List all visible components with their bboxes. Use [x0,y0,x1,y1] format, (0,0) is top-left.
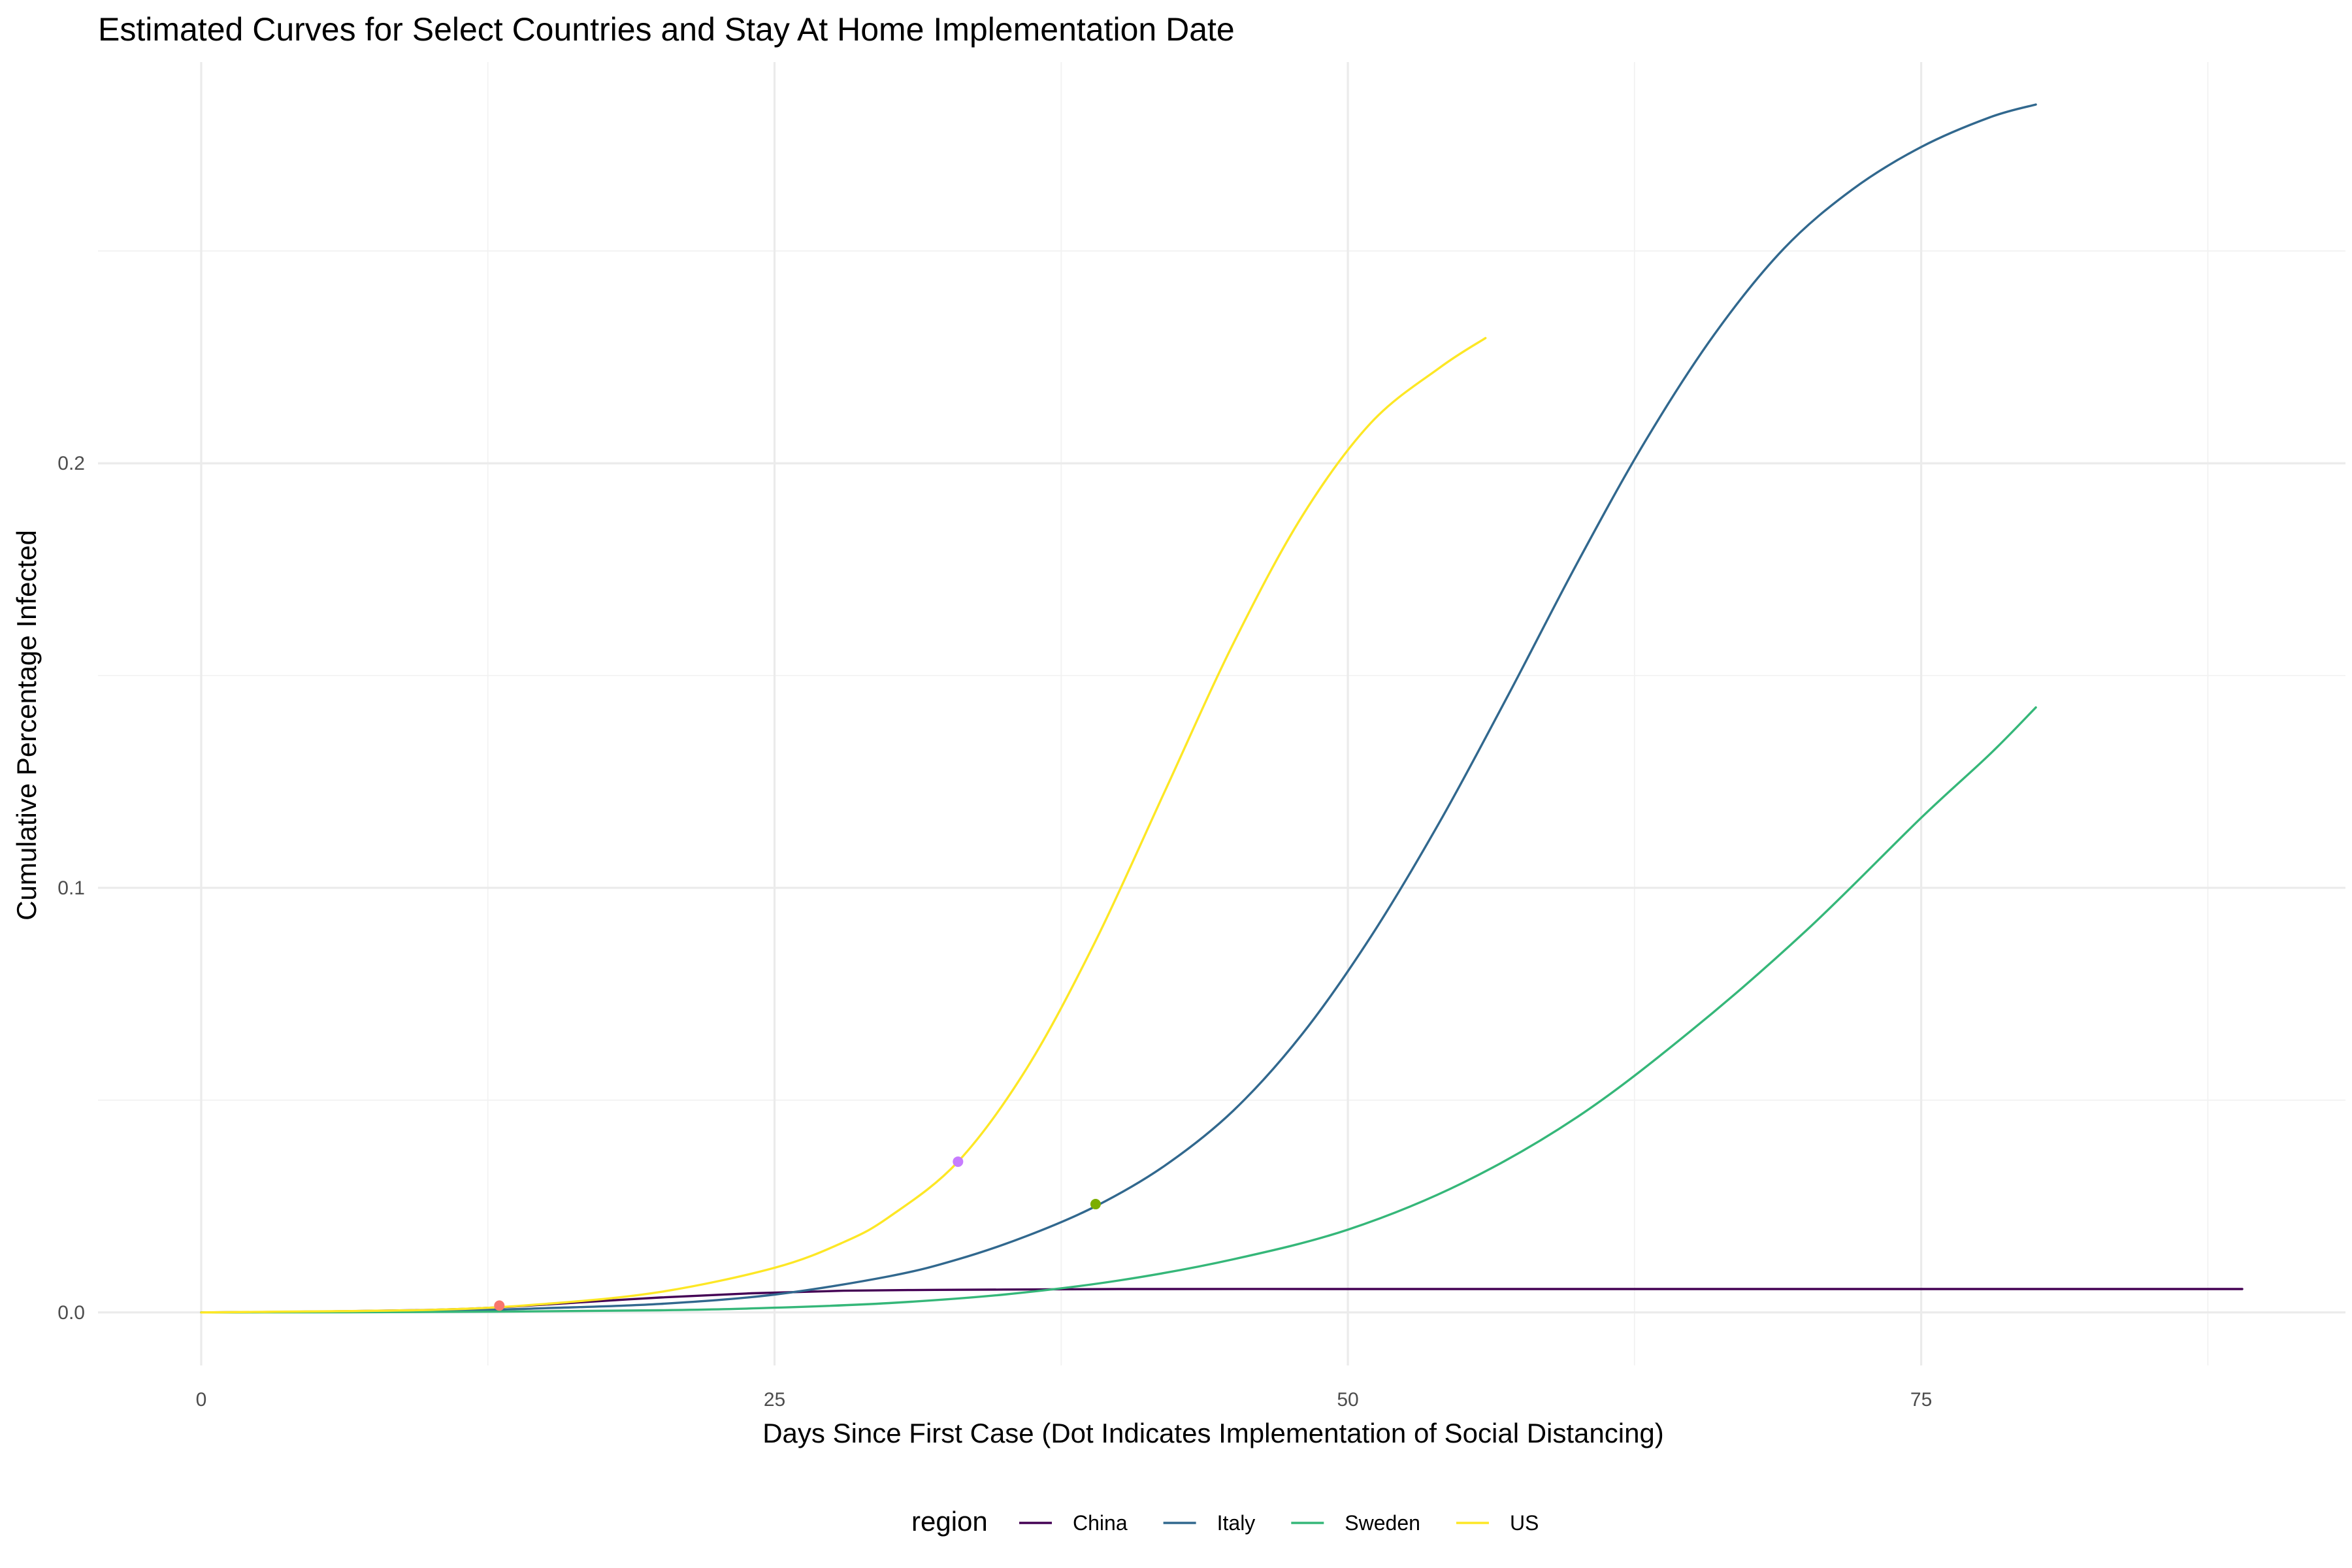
implementation-dots [494,1156,1101,1311]
y-axis-title: Cumulative Percentage Infected [11,530,42,921]
implementation-dot [494,1300,505,1311]
y-tick-label: 0.2 [57,453,85,474]
legend-label-italy: Italy [1217,1511,1256,1535]
x-axis-title: Days Since First Case (Dot Indicates Imp… [762,1418,1664,1448]
legend-label-sweden: Sweden [1345,1511,1420,1535]
minor-gridlines [98,62,2345,1365]
x-tick-label: 50 [1337,1389,1358,1411]
series-lines [200,103,2244,1314]
x-axis-tick-labels: 0 25 50 75 [196,1389,1933,1411]
legend-label-us: US [1510,1511,1539,1535]
legend: region China Italy Sweden US [911,1506,1539,1537]
series-line-sweden [200,706,2037,1314]
y-tick-label: 0.1 [57,877,85,899]
series-line-us [200,336,1487,1314]
x-tick-label: 25 [764,1389,785,1411]
legend-title: region [911,1506,988,1537]
implementation-dot [1090,1199,1101,1210]
major-gridlines [98,62,2345,1365]
chart-title: Estimated Curves for Select Countries an… [98,11,1235,48]
x-tick-label: 75 [1910,1389,1932,1411]
implementation-dot [953,1156,964,1168]
x-tick-label: 0 [196,1389,207,1411]
y-axis-tick-labels: 0.0 0.1 0.2 [57,453,85,1324]
y-tick-label: 0.0 [57,1302,85,1324]
series-line-italy [200,103,2037,1314]
legend-label-china: China [1073,1511,1128,1535]
